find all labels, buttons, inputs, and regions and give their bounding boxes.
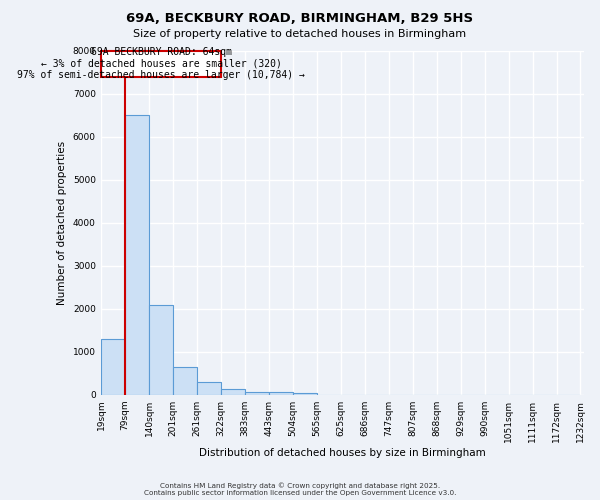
Bar bbox=[125, 116, 149, 395]
Text: Contains public sector information licensed under the Open Government Licence v3: Contains public sector information licen… bbox=[144, 490, 456, 496]
Bar bbox=[173, 367, 197, 395]
Text: Size of property relative to detached houses in Birmingham: Size of property relative to detached ho… bbox=[133, 29, 467, 39]
Bar bbox=[293, 393, 317, 395]
Bar bbox=[245, 392, 269, 395]
Bar bbox=[269, 392, 293, 395]
Bar bbox=[101, 51, 221, 77]
Bar bbox=[221, 390, 245, 395]
Y-axis label: Number of detached properties: Number of detached properties bbox=[57, 141, 67, 305]
Bar bbox=[101, 339, 125, 395]
Text: 69A BECKBURY ROAD: 64sqm
← 3% of detached houses are smaller (320)
97% of semi-d: 69A BECKBURY ROAD: 64sqm ← 3% of detache… bbox=[17, 48, 305, 80]
Bar bbox=[149, 304, 173, 395]
X-axis label: Distribution of detached houses by size in Birmingham: Distribution of detached houses by size … bbox=[199, 448, 486, 458]
Text: Contains HM Land Registry data © Crown copyright and database right 2025.: Contains HM Land Registry data © Crown c… bbox=[160, 482, 440, 489]
Bar bbox=[197, 382, 221, 395]
Text: 69A, BECKBURY ROAD, BIRMINGHAM, B29 5HS: 69A, BECKBURY ROAD, BIRMINGHAM, B29 5HS bbox=[127, 12, 473, 26]
